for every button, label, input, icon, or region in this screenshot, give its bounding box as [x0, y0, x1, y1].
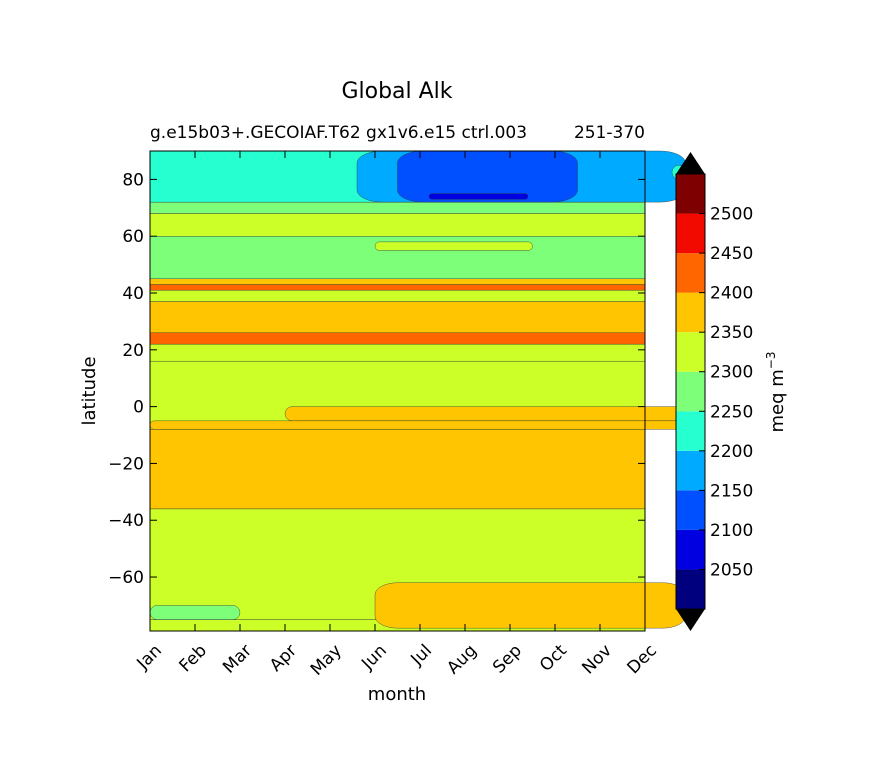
y-tick-label: 60: [122, 227, 144, 247]
x-tick-label: Nov: [578, 641, 616, 679]
y-tick-label: −40: [108, 511, 144, 531]
contour-band: [149, 213, 646, 237]
colorbar-label-superscript: −3: [764, 352, 778, 370]
contour-band: [149, 278, 646, 285]
colorbar-segment: [676, 569, 705, 609]
colorbar-tick-label: 2250: [710, 402, 753, 422]
contour-feature: [284, 406, 686, 422]
x-tick-label: Feb: [176, 641, 211, 676]
contour-feature: [149, 420, 686, 430]
colorbar: 2500 2450 2400 2350 2300 2250 2200 2150 2100 2050: [675, 152, 753, 631]
x-tick-label: Mar: [219, 641, 256, 678]
colorbar-frame: [675, 173, 706, 610]
colorbar-extend-bottom: [676, 609, 705, 631]
contour-band: [149, 332, 646, 345]
colorbar-segment: [676, 371, 705, 412]
chart-subtitle-right: 251-370: [574, 123, 645, 143]
contour-feature: [374, 582, 686, 629]
contour-feature: [149, 605, 241, 620]
colorbar-tick-label: 2500: [710, 205, 753, 225]
chart-subtitle: g.e15b03+.GECOIAF.T62 gx1v6.e15 ctrl.003: [150, 123, 527, 143]
colorbar-segment: [676, 529, 705, 570]
contour-features: [149, 150, 686, 629]
chart-title: Global Alk: [341, 79, 452, 104]
colorbar-tick-label: 2400: [710, 284, 753, 304]
x-tick-label: Aug: [443, 641, 481, 679]
colorbar-tick-label: 2150: [710, 481, 753, 501]
plot-area: [149, 150, 686, 632]
colorbar-tick-label: 2050: [710, 560, 753, 580]
colorbar-label: meq m−3: [764, 352, 788, 433]
y-tick-label: 40: [122, 284, 144, 304]
y-tick-label: 20: [122, 341, 144, 361]
colorbar-tick-label: 2100: [710, 521, 753, 541]
x-axis-label: month: [368, 684, 426, 705]
colorbar-segment: [676, 450, 705, 491]
x-tick-label: May: [307, 641, 346, 680]
x-tick-label: Jan: [133, 641, 166, 674]
colorbar-segment: [676, 292, 705, 333]
colorbar-segment: [676, 253, 705, 293]
plot-frame: [149, 150, 646, 632]
y-tick-label: −60: [108, 568, 144, 588]
x-tick-label: Apr: [266, 641, 301, 676]
contour-bands: [149, 150, 646, 632]
colorbar-segment: [676, 174, 705, 214]
contour-band: [149, 429, 646, 510]
colorbar-tick-label: 2450: [710, 244, 753, 264]
contour-feature: [428, 193, 529, 200]
colorbar-segment: [676, 213, 705, 254]
contour-band: [149, 201, 646, 214]
contour-band: [149, 343, 646, 362]
y-tick-label: 80: [122, 170, 144, 190]
colorbar-segment: [676, 411, 705, 451]
x-tick-label: Oct: [536, 641, 571, 676]
colorbar-tick-label: 2200: [710, 442, 753, 462]
colorbar-label-text: meq m: [767, 369, 788, 432]
colorbar-segment: [676, 490, 705, 530]
x-tick-label: Jun: [357, 641, 391, 675]
colorbar-tick-label: 2300: [710, 363, 753, 383]
colorbar-segment: [676, 332, 705, 372]
contour-band: [149, 284, 646, 291]
y-axis: 80 60 40 20 0 −20 −40 −60: [108, 170, 645, 588]
contour-band: [149, 301, 646, 333]
colorbar-tick-label: 2350: [710, 323, 753, 343]
y-tick-label: 0: [133, 398, 144, 418]
contour-band: [149, 289, 646, 302]
colorbar-extend-top: [676, 152, 705, 174]
x-tick-label: Dec: [624, 641, 661, 678]
contour-feature: [374, 241, 533, 251]
x-tick-label: Jul: [407, 641, 436, 670]
x-tick-label: Sep: [489, 641, 526, 678]
y-axis-label: latitude: [79, 356, 100, 425]
y-tick-label: −20: [108, 454, 144, 474]
